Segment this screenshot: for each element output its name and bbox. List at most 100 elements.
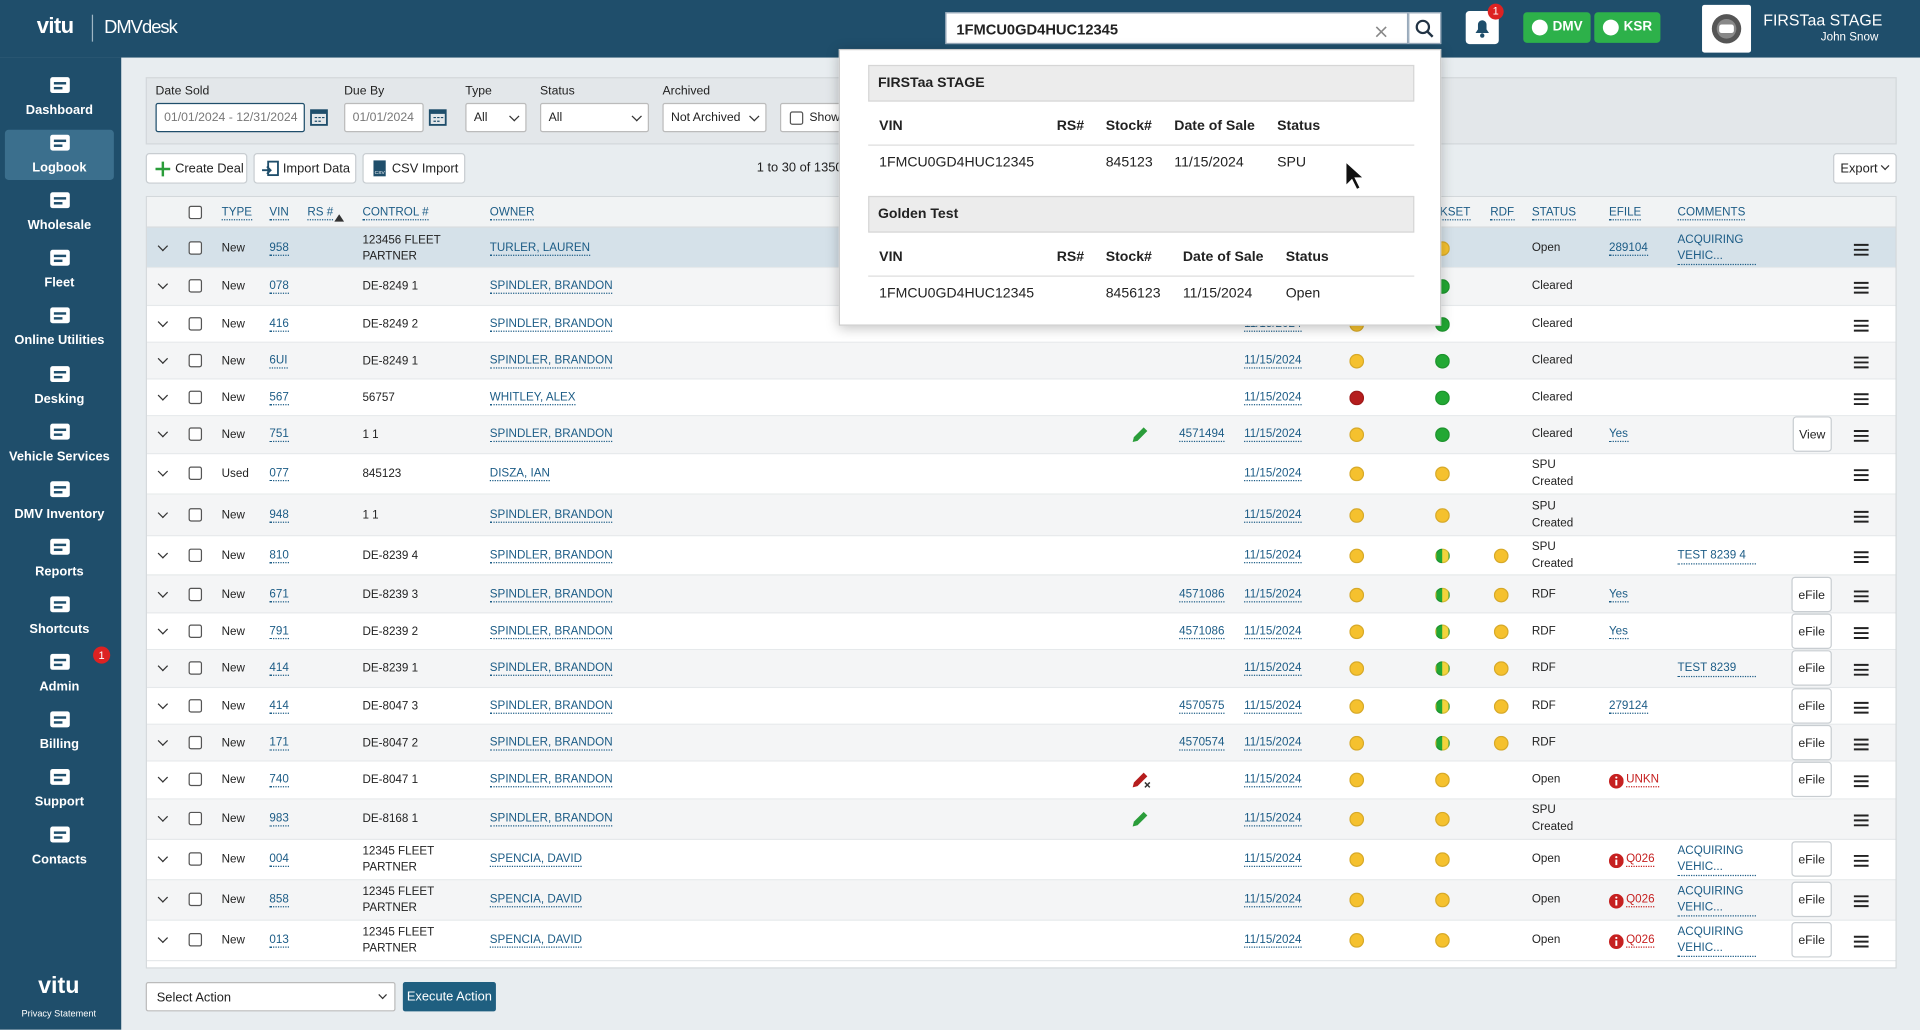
nav-item[interactable]: Dashboard — [5, 72, 114, 122]
checkbox[interactable] — [188, 317, 203, 331]
result-cell[interactable]: 8456123 — [1105, 286, 1161, 302]
search-box[interactable]: 1FMCU0GD4HUC12345 — [945, 12, 1409, 45]
row-menu[interactable] — [1853, 736, 1870, 751]
vin-link[interactable]: 077 — [269, 466, 289, 482]
date-link[interactable]: 11/15/2024 — [1244, 353, 1302, 369]
column-header[interactable]: RS # — [307, 205, 334, 221]
result-cell[interactable]: 11/15/2024 — [1182, 286, 1253, 302]
expand-toggle[interactable] — [157, 892, 169, 903]
nav-item[interactable]: Support — [5, 764, 114, 814]
row-action-button[interactable]: eFile — [1791, 724, 1832, 761]
deal-link[interactable]: 4571494 — [1179, 427, 1225, 443]
owner-link[interactable]: SPINDLER, BRANDON — [489, 772, 613, 788]
vin-link[interactable]: 948 — [269, 508, 289, 523]
comments-link[interactable]: ACQUIRING VEHIC... — [1677, 843, 1756, 877]
edit-icon[interactable] — [1130, 809, 1152, 829]
expand-toggle[interactable] — [157, 240, 169, 252]
row-menu[interactable] — [1853, 661, 1870, 676]
deal-link[interactable]: 4570575 — [1179, 699, 1225, 714]
result-cell[interactable]: SPU — [1277, 155, 1307, 171]
filter-input[interactable]: All — [465, 102, 527, 133]
import-data-button[interactable]: Import Data — [253, 153, 357, 184]
checkbox[interactable] — [188, 699, 203, 713]
efile-link[interactable]: Yes — [1608, 587, 1628, 603]
date-link[interactable]: 11/15/2024 — [1244, 811, 1302, 827]
row-menu[interactable] — [1853, 812, 1870, 827]
row-menu[interactable] — [1853, 279, 1870, 294]
date-link[interactable]: 11/15/2024 — [1244, 699, 1302, 714]
vin-link[interactable]: 414 — [269, 699, 289, 714]
vin-link[interactable]: 013 — [269, 933, 289, 948]
deal-link[interactable]: 4570574 — [1179, 735, 1225, 751]
toggle-ksr[interactable]: KSR — [1594, 12, 1661, 43]
nav-item[interactable]: Fleet — [5, 245, 114, 295]
row-menu[interactable] — [1853, 241, 1870, 256]
column-header[interactable]: EFILE — [1608, 205, 1642, 221]
checkbox[interactable] — [188, 661, 203, 675]
expand-toggle[interactable] — [157, 660, 169, 672]
comments-link[interactable]: ACQUIRING VEHIC... — [1677, 232, 1756, 266]
nav-item[interactable]: Desking — [5, 361, 114, 411]
toggle-dmv[interactable]: DMV — [1523, 12, 1591, 43]
checkbox[interactable] — [188, 587, 203, 602]
date-link[interactable]: 11/15/2024 — [1244, 892, 1302, 908]
column-header[interactable]: CONTROL # — [362, 205, 429, 221]
efile-error[interactable]: Q026 — [1626, 852, 1655, 867]
vin-link[interactable]: 958 — [269, 241, 289, 256]
expand-toggle[interactable] — [157, 932, 169, 944]
row-action-button[interactable]: eFile — [1791, 576, 1832, 613]
efile-link[interactable]: Yes — [1608, 624, 1628, 640]
date-link[interactable]: 11/15/2024 — [1244, 466, 1302, 482]
checkbox[interactable] — [188, 548, 203, 563]
row-menu[interactable] — [1853, 391, 1870, 406]
expand-toggle[interactable] — [157, 811, 169, 822]
checkbox[interactable] — [188, 279, 203, 293]
owner-link[interactable]: SPINDLER, BRANDON — [489, 624, 613, 640]
owner-link[interactable]: SPINDLER, BRANDON — [489, 587, 613, 603]
calendar-button[interactable] — [307, 103, 330, 132]
date-link[interactable]: 11/15/2024 — [1244, 427, 1302, 443]
expand-toggle[interactable] — [157, 851, 169, 863]
nav-item[interactable]: Reports — [5, 534, 114, 584]
vin-link[interactable]: 810 — [269, 548, 289, 564]
result-row[interactable]: 1FMCU0GD4HUC12345 845123 11/15/2024 SPU — [868, 146, 1414, 180]
expand-toggle[interactable] — [157, 698, 169, 710]
nav-item[interactable]: Wholesale — [5, 188, 114, 238]
checkbox[interactable] — [188, 624, 203, 638]
vin-link[interactable]: 858 — [269, 892, 289, 908]
owner-link[interactable]: DISZA, IAN — [489, 466, 550, 482]
result-cell[interactable]: 1FMCU0GD4HUC12345 — [879, 286, 1035, 302]
owner-link[interactable]: SPINDLER, BRANDON — [489, 279, 613, 294]
checkbox[interactable] — [188, 390, 203, 405]
checkbox[interactable] — [188, 852, 203, 866]
date-link[interactable]: 11/15/2024 — [1244, 587, 1302, 603]
bulk-action-select[interactable]: Select Action — [145, 982, 396, 1012]
comments-link[interactable]: ACQUIRING VEHIC... — [1677, 883, 1756, 917]
column-header[interactable]: COMMENTS — [1677, 205, 1746, 221]
result-cell[interactable]: Open — [1285, 286, 1321, 302]
date-link[interactable]: 11/15/2024 — [1244, 661, 1302, 676]
filter-input[interactable]: Not Archived — [662, 102, 767, 133]
row-menu[interactable] — [1853, 852, 1870, 867]
privacy-link[interactable]: Privacy Statement — [21, 1007, 97, 1019]
checkbox[interactable] — [188, 933, 203, 947]
filter-input[interactable]: All — [540, 102, 649, 133]
row-menu[interactable] — [1853, 549, 1870, 564]
vin-link[interactable]: 414 — [269, 661, 289, 676]
row-action-button[interactable]: eFile — [1791, 881, 1832, 918]
expand-toggle[interactable] — [157, 466, 169, 477]
filter-input[interactable]: 01/01/2024 - 12/31/2024 — [155, 102, 305, 133]
row-action-button[interactable]: eFile — [1791, 841, 1832, 877]
expand-toggle[interactable] — [157, 278, 169, 290]
vin-link[interactable]: 416 — [269, 317, 289, 332]
expand-toggle[interactable] — [157, 316, 169, 328]
expand-toggle[interactable] — [157, 507, 169, 519]
search-clear[interactable] — [1375, 22, 1387, 38]
deal-link[interactable]: 4571086 — [1179, 624, 1225, 640]
checkbox[interactable] — [188, 466, 203, 481]
vin-link[interactable]: 567 — [269, 390, 289, 406]
owner-link[interactable]: SPINDLER, BRANDON — [489, 317, 613, 332]
search-input[interactable]: 1FMCU0GD4HUC12345 — [956, 20, 1119, 38]
efile-link[interactable]: Yes — [1608, 427, 1628, 443]
checkbox[interactable] — [789, 111, 804, 125]
